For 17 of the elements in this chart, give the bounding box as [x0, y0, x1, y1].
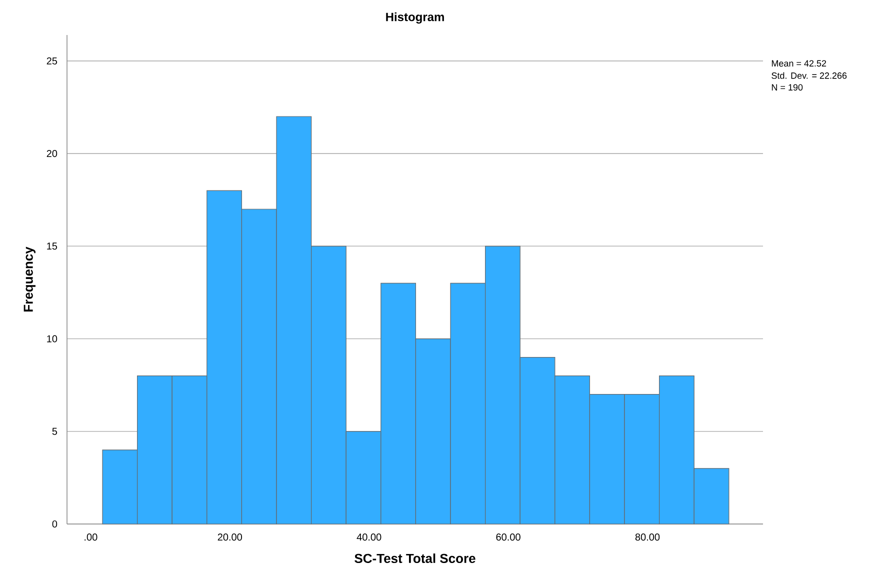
- x-tick-label: .00: [84, 534, 98, 541]
- y-tick-label: 0: [52, 520, 58, 528]
- y-tick-label: 5: [52, 428, 58, 435]
- x-tick-label: 80.00: [635, 534, 660, 541]
- x-tick-label: 60.00: [496, 534, 520, 541]
- y-tick-label: 10: [47, 335, 58, 342]
- y-axis-title: Frequency: [24, 246, 36, 312]
- text: Mean = 42.52: [772, 60, 826, 67]
- y-tick-label: 15: [47, 242, 58, 250]
- y-tick-label: 20: [46, 150, 58, 158]
- text: N = 190: [772, 84, 803, 91]
- x-tick-label: 40.00: [356, 534, 382, 541]
- chart-title: Histogram: [386, 12, 444, 24]
- y-tick-label: 25: [46, 57, 58, 64]
- x-tick-label: 20.00: [218, 534, 242, 541]
- text: Std. Dev. = 22.266: [772, 72, 847, 79]
- x-axis-title: SC-Test Total Score: [354, 553, 476, 564]
